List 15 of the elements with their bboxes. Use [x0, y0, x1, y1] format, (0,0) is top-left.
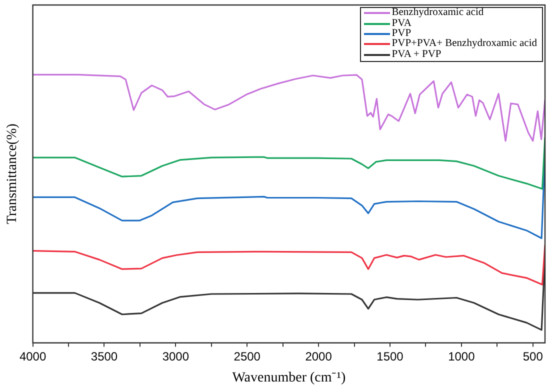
- x-tick-label: 1500: [376, 349, 404, 364]
- x-tick-label: 2000: [305, 349, 332, 364]
- x-tick-label: 3500: [90, 349, 118, 364]
- x-tick-label: 3000: [162, 349, 190, 364]
- legend-label: PVA + PVP: [392, 48, 442, 60]
- x-tick-label: 4000: [19, 349, 46, 364]
- legend-label: Benzhydroxamic acid: [392, 7, 484, 18]
- x-tick-label: 2500: [234, 349, 261, 364]
- legend-label: PVP: [392, 28, 412, 39]
- x-tick-label: 1000: [448, 349, 476, 364]
- y-axis-title: Transmittance(%): [5, 123, 20, 224]
- x-tick-label: 500: [522, 349, 544, 364]
- legend-label: PVP+PVA+ Benzhydroxamic acid: [392, 38, 537, 50]
- legend-label: PVA: [392, 18, 412, 29]
- x-axis-title: Wavenumber (cm⁻¹): [232, 370, 346, 386]
